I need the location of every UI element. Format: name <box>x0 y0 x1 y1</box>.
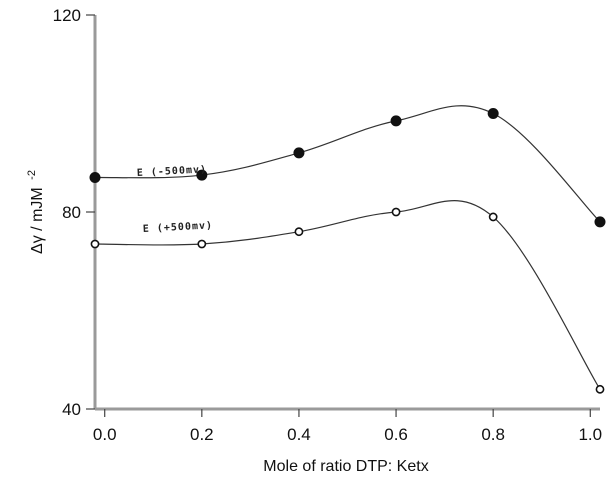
series-curve-1 <box>94 105 601 223</box>
data-point <box>594 216 606 228</box>
data-point <box>196 169 208 181</box>
x-tick-label: 0.8 <box>481 425 505 444</box>
series-label-2: E (+500mv) <box>143 220 214 235</box>
curves <box>94 105 601 390</box>
y-tick-label: 120 <box>53 6 81 25</box>
x-axis-title: Mole of ratio DTP: Ketx <box>263 458 428 475</box>
data-point <box>391 207 401 217</box>
y-axis-title-main: Δγ / mJM <box>29 187 46 254</box>
data-point <box>390 115 402 127</box>
x-tick-label: 0.2 <box>190 425 214 444</box>
x-tick-label: 0.6 <box>384 425 408 444</box>
y-axis-title-superscript: -2 <box>26 170 38 180</box>
points <box>89 108 606 394</box>
data-point <box>90 239 100 249</box>
labels: E (-500mv) E (+500mv) <box>137 164 214 235</box>
data-point <box>89 172 101 184</box>
series-label-1: E (-500mv) <box>137 164 208 179</box>
y-tick-label: 40 <box>62 400 81 419</box>
axes <box>93 15 600 411</box>
x-tick-label: 0.4 <box>287 425 311 444</box>
data-point <box>293 147 305 159</box>
y-axis-title: Δγ / mJM -2 <box>26 170 46 254</box>
ticks: 40 80 120 0.0 0.2 0.4 0.6 0.8 1.0 <box>53 6 602 444</box>
data-point <box>294 227 304 237</box>
data-point <box>197 239 207 249</box>
data-point <box>487 108 499 119</box>
x-tick-label: 0.0 <box>93 425 117 444</box>
x-tick-label: 1.0 <box>578 425 602 444</box>
data-point <box>488 212 498 222</box>
data-point <box>595 384 605 394</box>
y-tick-label: 80 <box>62 203 81 222</box>
series-curve-2 <box>94 200 601 390</box>
